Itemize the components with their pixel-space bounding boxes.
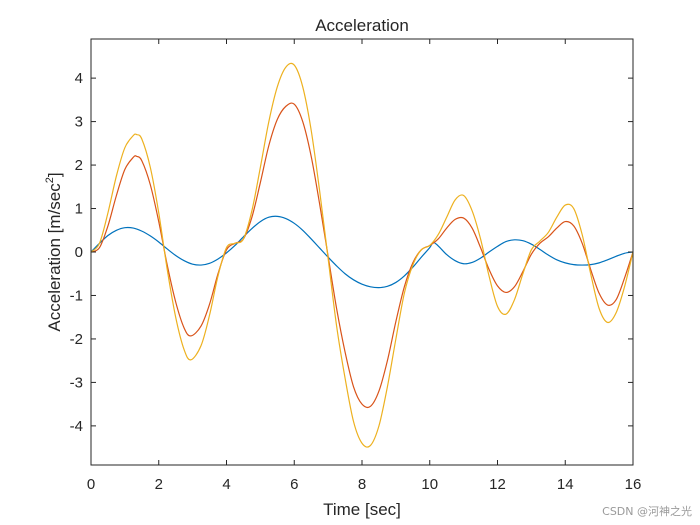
x-tick-label: 2 [155, 476, 163, 493]
x-tick-label: 10 [421, 476, 438, 493]
y-axis-label-end: ] [45, 172, 64, 177]
y-tick-label: 0 [75, 244, 83, 261]
series-red-line [90, 102, 634, 409]
y-axis-label: Acceleration [m/sec2] [44, 172, 64, 331]
watermark: CSDN @河神之光 [602, 505, 692, 518]
chart-title: Acceleration [315, 16, 409, 35]
y-tick-label: 2 [75, 157, 83, 174]
series-blue-line [90, 215, 634, 289]
x-axis-label: Time [sec] [323, 500, 401, 519]
x-tick-label: 6 [290, 476, 298, 493]
x-tick-label: 4 [222, 476, 230, 493]
y-tick-label: -3 [70, 374, 83, 391]
series-yellow-line [90, 62, 634, 448]
x-tick-label: 12 [489, 476, 506, 493]
y-tick-label: -2 [70, 331, 83, 348]
y-tick-label: 4 [75, 70, 83, 87]
y-tick-label: -1 [70, 287, 83, 304]
x-tick-label: 0 [87, 476, 95, 493]
x-tick-label: 8 [358, 476, 366, 493]
x-tick-label: 14 [557, 476, 574, 493]
y-axis-label-main: Acceleration [m/sec [45, 183, 64, 332]
y-tick-label: -4 [70, 418, 83, 435]
plot-area [91, 39, 633, 465]
y-tick-label: 1 [75, 201, 83, 218]
x-tick-label: 16 [625, 476, 642, 493]
y-axis-label-superscript: 2 [44, 177, 56, 183]
series-layer [90, 62, 634, 448]
y-tick-label: 3 [75, 114, 83, 131]
